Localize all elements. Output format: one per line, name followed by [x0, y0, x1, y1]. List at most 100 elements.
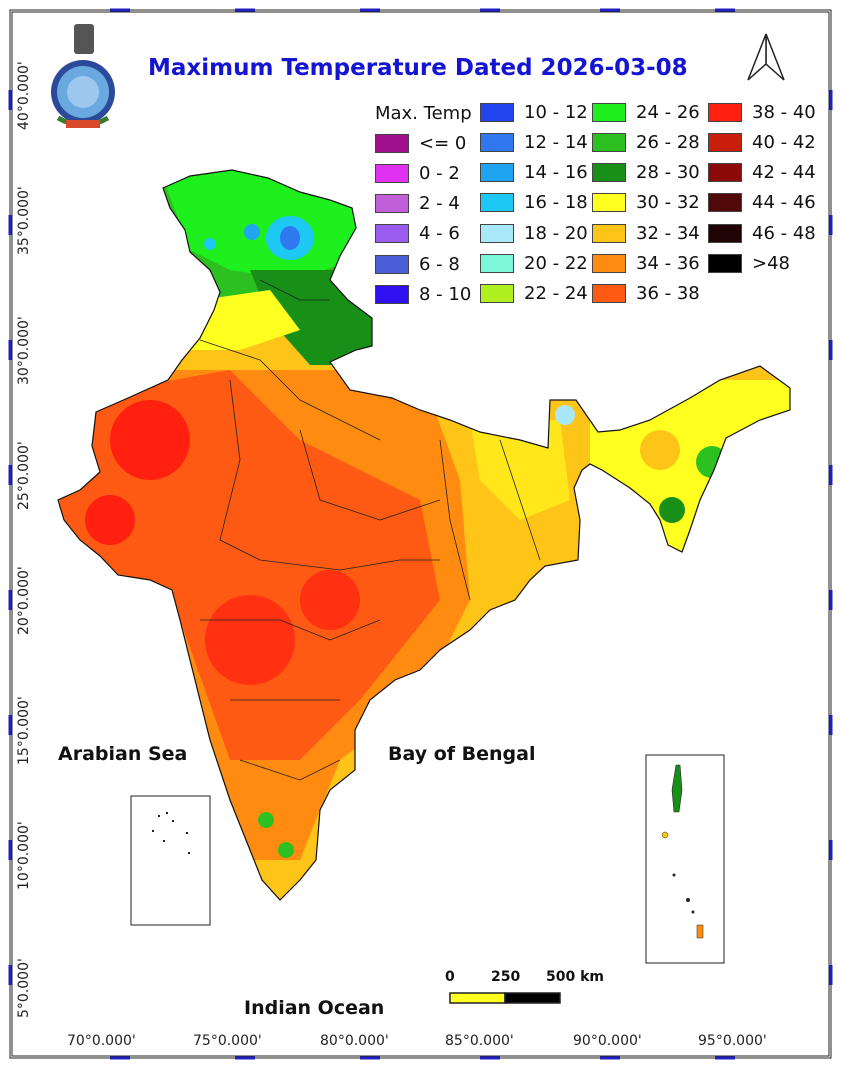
legend-item: 18 - 20	[480, 222, 588, 244]
map-title: Maximum Temperature Dated 2026-03-08	[148, 55, 688, 81]
legend-item: 12 - 14	[480, 131, 588, 153]
lakshadweep-inset	[130, 795, 211, 926]
legend-item: 28 - 30	[592, 162, 700, 184]
legend-label: <= 0	[419, 132, 467, 154]
legend-item: 8 - 10	[375, 284, 471, 306]
legend-swatch	[375, 224, 409, 244]
latitude-tick-label: 35°0.000'	[16, 186, 32, 255]
legend-label: 46 - 48	[752, 222, 816, 244]
latitude-tick-label: 30°0.000'	[16, 316, 32, 385]
legend-swatch	[375, 133, 409, 153]
legend-swatch	[480, 102, 514, 122]
legend-label: 38 - 40	[752, 101, 816, 123]
legend-label: 26 - 28	[636, 131, 700, 153]
legend-swatch	[592, 284, 626, 304]
legend-item: 4 - 6	[375, 223, 460, 245]
latitude-tick-label: 10°0.000'	[16, 821, 32, 890]
legend-label: 32 - 34	[636, 222, 700, 244]
legend-item: 42 - 44	[708, 162, 816, 184]
legend-swatch	[375, 285, 409, 304]
legend-swatch	[480, 254, 514, 273]
scale-label-0: 0	[445, 969, 455, 985]
legend-item: 22 - 24	[480, 283, 588, 305]
legend-label: 18 - 20	[524, 222, 588, 244]
latitude-tick-label: 5°0.000'	[16, 958, 32, 1018]
legend-label: 30 - 32	[636, 192, 700, 214]
legend-item: >48	[708, 253, 790, 275]
legend-label: 20 - 22	[524, 253, 588, 274]
legend-swatch	[708, 102, 742, 122]
longitude-tick-label: 80°0.000'	[320, 1033, 389, 1049]
legend-label: 4 - 6	[419, 223, 460, 245]
legend-label: >48	[752, 253, 790, 274]
legend-label: 36 - 38	[636, 283, 700, 305]
legend-label: 6 - 8	[419, 253, 460, 275]
legend-item: 32 - 34	[592, 222, 700, 244]
legend-label: 16 - 18	[524, 192, 588, 214]
north-arrow-icon	[747, 33, 785, 81]
legend-swatch	[708, 254, 742, 273]
andaman-inset	[645, 754, 725, 964]
legend-swatch	[375, 254, 409, 274]
legend-label: 40 - 42	[752, 131, 816, 153]
legend-item: 26 - 28	[592, 131, 700, 153]
longitude-tick-label: 95°0.000'	[698, 1033, 767, 1049]
legend-label: 8 - 10	[419, 284, 472, 305]
latitude-tick-label: 40°0.000'	[16, 61, 32, 130]
legend-item: 6 - 8	[375, 253, 460, 275]
legend-item: 34 - 36	[592, 253, 700, 275]
legend-item: 2 - 4	[375, 193, 460, 215]
scale-bar	[449, 992, 561, 1004]
legend-swatch	[375, 163, 409, 183]
legend-item: 46 - 48	[708, 222, 816, 244]
legend-label: 28 - 30	[636, 162, 700, 184]
legend-item: 40 - 42	[708, 131, 816, 153]
legend-swatch	[480, 223, 514, 243]
label-bay-of-bengal: Bay of Bengal	[388, 743, 536, 765]
longitude-tick-label: 85°0.000'	[445, 1033, 514, 1049]
longitude-tick-label: 90°0.000'	[573, 1033, 642, 1049]
legend-title: Max. Temp	[375, 103, 472, 124]
legend-swatch	[480, 193, 514, 213]
legend-swatch	[592, 132, 626, 152]
legend-swatch	[592, 223, 626, 243]
legend-label: 44 - 46	[752, 192, 816, 214]
legend-swatch	[592, 102, 626, 122]
legend-item: 0 - 2	[375, 162, 460, 184]
legend-swatch	[708, 163, 742, 183]
latitude-tick-label: 25°0.000'	[16, 441, 32, 510]
legend-swatch	[480, 163, 514, 183]
longitude-tick-label: 75°0.000'	[193, 1033, 262, 1049]
legend-swatch	[592, 254, 626, 273]
legend-item: <= 0	[375, 132, 466, 154]
label-arabian-sea: Arabian Sea	[58, 743, 188, 765]
legend-label: 14 - 16	[524, 162, 588, 184]
legend-label: 22 - 24	[524, 283, 588, 305]
scale-label-250: 250	[491, 969, 521, 985]
imd-logo-icon	[51, 24, 115, 128]
legend-swatch	[592, 193, 626, 213]
legend-item: 14 - 16	[480, 162, 588, 184]
scale-label-500: 500 km	[546, 969, 604, 985]
legend-item: 38 - 40	[708, 101, 816, 123]
legend-label: 2 - 4	[419, 193, 460, 215]
legend-item: 16 - 18	[480, 192, 588, 214]
legend-item: 30 - 32	[592, 192, 700, 214]
latitude-tick-label: 15°0.000'	[16, 696, 32, 765]
legend-label: 12 - 14	[524, 131, 588, 153]
legend-item: 36 - 38	[592, 283, 700, 305]
legend-swatch	[592, 163, 626, 183]
legend-swatch	[480, 284, 514, 304]
legend-item: 10 - 12	[480, 101, 588, 123]
legend-item: 24 - 26	[592, 101, 700, 123]
legend-swatch	[708, 193, 742, 213]
legend-swatch	[708, 132, 742, 152]
legend-label: 0 - 2	[419, 162, 460, 184]
legend-swatch	[480, 132, 514, 152]
latitude-tick-label: 20°0.000'	[16, 566, 32, 635]
longitude-tick-label: 70°0.000'	[67, 1033, 136, 1049]
legend-label: 42 - 44	[752, 162, 816, 184]
legend-item: 20 - 22	[480, 253, 588, 275]
label-indian-ocean: Indian Ocean	[244, 997, 385, 1019]
